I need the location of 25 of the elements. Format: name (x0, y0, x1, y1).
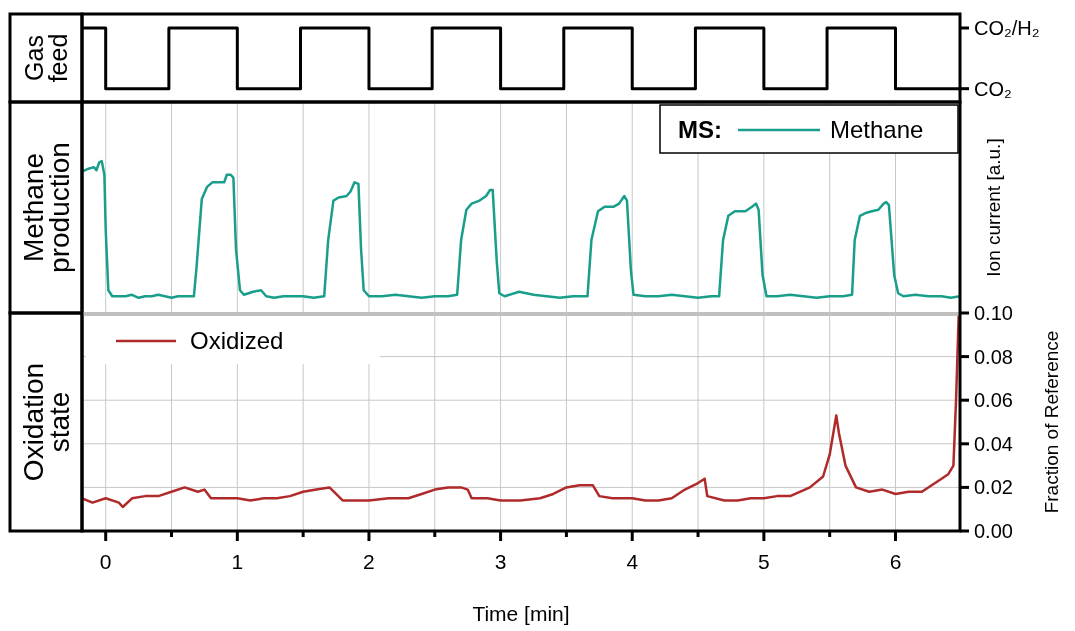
x-tick-label: 2 (363, 550, 375, 573)
legend-title: MS: (678, 116, 722, 143)
x-tick-label: 3 (494, 550, 507, 573)
y-tick-label: 0.08 (974, 345, 1013, 368)
y-tick-label: 0.02 (974, 476, 1013, 499)
x-tick-label: 0 (99, 550, 112, 573)
x-tick-label: 5 (758, 550, 770, 573)
y-tick-label: 0.04 (974, 432, 1013, 455)
text: Gas feed (19, 33, 72, 83)
line-series (82, 313, 960, 509)
y-tick-label: 0.06 (974, 389, 1013, 412)
legend-label: Methane (830, 116, 924, 143)
y-tick-label: 0.00 (974, 520, 1013, 542)
x-tick-label: 1 (231, 550, 244, 573)
x-tick-label: 6 (889, 550, 902, 573)
text: Oxidation state (17, 362, 76, 482)
legend-label: Oxidized (190, 327, 284, 354)
y-axis-title: Fraction of Reference (1041, 330, 1062, 514)
x-axis-title: Time [min] (472, 602, 570, 625)
y-tick-label: 0.10 (974, 302, 1013, 324)
text: CO₂ (974, 77, 1012, 100)
text: CO₂/H₂ (974, 17, 1040, 39)
x-tick-label: 4 (626, 550, 639, 573)
text: Methane production (17, 142, 76, 273)
y-axis-title: Ion current [a.u.] (983, 138, 1004, 277)
